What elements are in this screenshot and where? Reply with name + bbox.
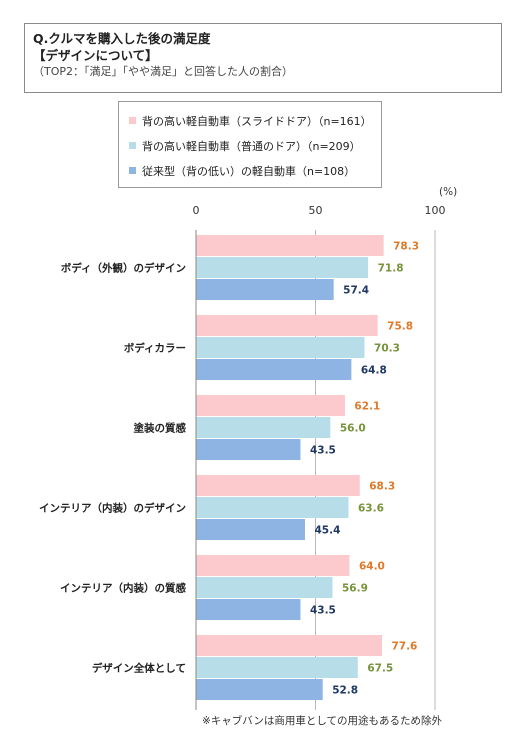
category-label: インテリア（内装）の質感	[60, 582, 186, 595]
data-label: 63.6	[358, 503, 384, 515]
bar	[196, 337, 365, 358]
bar	[196, 417, 331, 438]
subject-title: 【デザインについて】	[33, 48, 158, 63]
data-label: 77.6	[391, 641, 417, 653]
legend-label: 従来型（背の低い）の軽自動車（n=108）	[142, 164, 356, 178]
data-label: 45.4	[315, 525, 341, 537]
data-label: 64.0	[359, 561, 385, 573]
subtitle-note: （TOP2：「満足」「やや満足」と回答した人の割合）	[33, 65, 294, 78]
legend-swatch	[129, 167, 136, 174]
data-label: 67.5	[367, 663, 393, 675]
legend-item: 背の高い軽自動車（普通のドア）（n=209）	[129, 133, 381, 158]
category-label: 塗装の質感	[134, 422, 187, 435]
legend-label: 背の高い軽自動車（スライドドア）（n=161）	[142, 114, 372, 128]
x-tick-label: 50	[309, 204, 323, 217]
legend-item: 従来型（背の低い）の軽自動車（n=108）	[129, 158, 381, 183]
category-label: デザイン全体として	[92, 662, 186, 675]
bar	[196, 519, 306, 540]
data-label: 43.5	[310, 445, 336, 457]
data-label: 57.4	[343, 285, 369, 297]
data-label: 70.3	[374, 343, 400, 355]
bar	[196, 395, 345, 416]
legend-swatch	[129, 117, 136, 124]
data-label: 75.8	[387, 321, 413, 333]
x-tick-label: 100	[425, 204, 446, 217]
bar	[196, 315, 378, 336]
bar	[196, 475, 360, 496]
x-tick-label: 0	[193, 204, 200, 217]
category-label: ボディ（外観）のデザイン	[61, 262, 186, 275]
bar	[196, 635, 382, 656]
bar	[196, 279, 334, 300]
chart-legend: 背の高い軽自動車（スライドドア）（n=161） 背の高い軽自動車（普通のドア）（…	[118, 101, 382, 188]
data-label: 64.8	[361, 365, 387, 377]
data-label: 56.0	[340, 423, 366, 435]
bar	[196, 555, 350, 576]
unit-label: (%)	[439, 186, 458, 198]
legend-label: 背の高い軽自動車（普通のドア）（n=209）	[142, 139, 361, 153]
question-title: Q.クルマを購入した後の満足度	[33, 31, 211, 46]
data-label: 62.1	[354, 401, 380, 413]
bar	[196, 235, 384, 256]
bar	[196, 257, 369, 278]
category-label: インテリア（内装）のデザイン	[39, 502, 186, 515]
bar	[196, 679, 323, 700]
chart-title-box: Q.クルマを購入した後の満足度 【デザインについて】 （TOP2：「満足」「やや…	[24, 23, 502, 93]
data-label: 56.9	[342, 583, 368, 595]
bar	[196, 439, 301, 460]
data-label: 78.3	[393, 241, 419, 253]
data-label: 52.8	[332, 685, 358, 697]
legend-swatch	[129, 142, 136, 149]
bar	[196, 577, 333, 598]
bar	[196, 599, 301, 620]
footnote: ※キャブバンは商用車としての用途もあるため除外	[202, 715, 443, 727]
bar	[196, 657, 358, 678]
category-label: ボディカラー	[124, 342, 186, 355]
bar	[196, 359, 352, 380]
data-label: 43.5	[310, 605, 336, 617]
legend-item: 背の高い軽自動車（スライドドア）（n=161）	[129, 108, 381, 133]
data-label: 71.8	[378, 263, 404, 275]
data-label: 68.3	[369, 481, 395, 493]
bar	[196, 497, 349, 518]
